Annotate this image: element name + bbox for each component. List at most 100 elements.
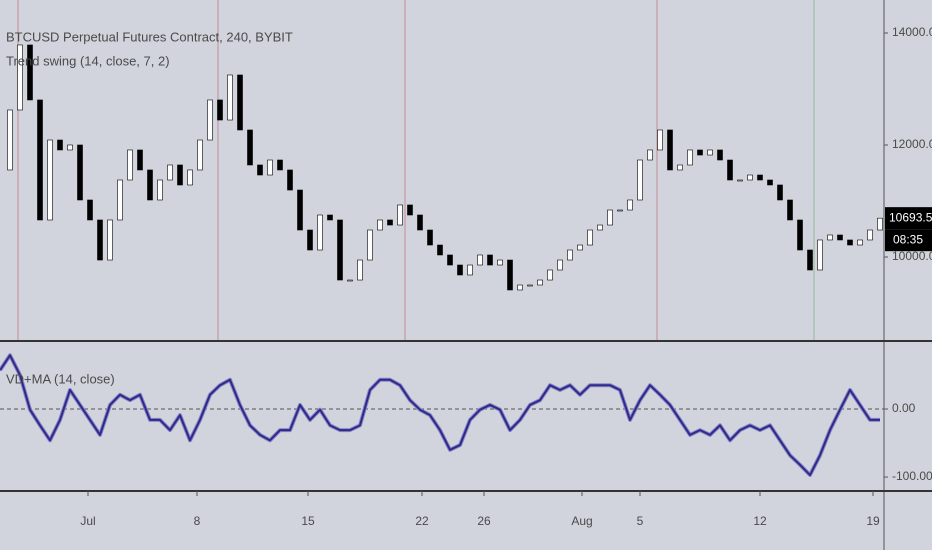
candle: [577, 244, 583, 251]
candle: [87, 199, 93, 221]
candle: [507, 259, 513, 291]
candle: [847, 239, 853, 246]
candle: [187, 169, 193, 186]
candle: [347, 279, 353, 282]
candle: [157, 179, 163, 201]
candle: [677, 164, 683, 171]
candle: [797, 219, 803, 251]
candle: [547, 269, 553, 281]
candle: [697, 149, 703, 156]
candle: [357, 259, 363, 281]
candle: [227, 74, 233, 121]
candle: [327, 214, 333, 221]
candle: [727, 159, 733, 181]
candle: [827, 234, 833, 241]
candle: [407, 204, 413, 216]
candle: [377, 219, 383, 231]
candle: [517, 284, 523, 291]
candle: [447, 254, 453, 266]
candle: [607, 209, 613, 226]
candle: [197, 139, 203, 171]
candle: [217, 99, 223, 121]
candle: [467, 264, 473, 276]
candle: [557, 259, 563, 271]
candle: [127, 149, 133, 181]
candle: [757, 174, 763, 181]
candle: [717, 149, 723, 161]
candle: [107, 219, 113, 261]
candle: [477, 254, 483, 266]
candle: [867, 229, 873, 241]
candle: [767, 179, 773, 186]
candle: [457, 264, 463, 276]
countdown-box: [885, 229, 932, 252]
oscillator-title: VD+MA (14, close): [6, 371, 115, 386]
candle: [877, 217, 883, 231]
candle: [267, 159, 273, 176]
candle: [247, 129, 253, 166]
y-tick-label: 10000.00: [892, 249, 932, 263]
y-tick-label: 12000.00: [892, 137, 932, 151]
x-tick-label: Jul: [80, 514, 95, 528]
y-tick-label: 0.00: [892, 401, 916, 415]
candle: [167, 164, 173, 181]
x-tick-label: 5: [637, 514, 644, 528]
indicator-title: Trend swing (14, close, 7, 2): [6, 53, 170, 68]
candle: [617, 209, 623, 212]
candle: [817, 239, 823, 271]
candle: [97, 219, 103, 261]
candle: [67, 144, 73, 151]
candle: [787, 199, 793, 221]
oscillator-line: [0, 354, 880, 477]
y-tick-label: -100.00: [892, 469, 932, 483]
candle: [437, 244, 443, 256]
candle: [837, 234, 843, 241]
candle: [117, 179, 123, 221]
candle: [257, 164, 263, 176]
candle: [387, 219, 393, 226]
x-tick-label: Aug: [571, 514, 592, 528]
x-tick-label: 12: [753, 514, 767, 528]
candle: [497, 259, 503, 266]
symbol-title: BTCUSD Perpetual Futures Contract, 240, …: [6, 29, 293, 44]
candle: [367, 229, 373, 261]
candle: [207, 99, 213, 141]
candle: [687, 149, 693, 166]
candle: [37, 99, 43, 221]
candle: [427, 229, 433, 246]
y-tick-label: 14000.00: [892, 25, 932, 39]
candle: [47, 139, 53, 221]
candle: [647, 149, 653, 161]
candle: [237, 74, 243, 131]
candle: [657, 129, 663, 151]
x-tick-label: 19: [866, 514, 880, 528]
candle: [177, 164, 183, 186]
candle: [27, 44, 33, 101]
oscillator-line-shadow: [0, 353, 880, 478]
candle: [737, 179, 743, 182]
candle: [137, 149, 143, 171]
candle: [747, 174, 753, 181]
countdown-label: 08:35: [893, 232, 923, 246]
last-price-label: 10693.50: [889, 210, 932, 224]
candle: [567, 249, 573, 261]
candle: [777, 184, 783, 201]
x-tick-label: 26: [477, 514, 491, 528]
candle: [287, 169, 293, 191]
candle: [527, 284, 533, 287]
candle: [277, 159, 283, 171]
candle: [57, 139, 63, 151]
candle: [77, 144, 83, 201]
x-tick-label: 15: [301, 514, 315, 528]
candle: [297, 189, 303, 231]
candle: [587, 229, 593, 246]
candle: [317, 214, 323, 251]
candle: [667, 129, 673, 171]
candle: [597, 224, 603, 231]
candle: [397, 204, 403, 226]
candle: [487, 254, 493, 266]
candle: [17, 44, 23, 111]
candle: [807, 249, 813, 271]
last-price-box: [885, 207, 932, 230]
